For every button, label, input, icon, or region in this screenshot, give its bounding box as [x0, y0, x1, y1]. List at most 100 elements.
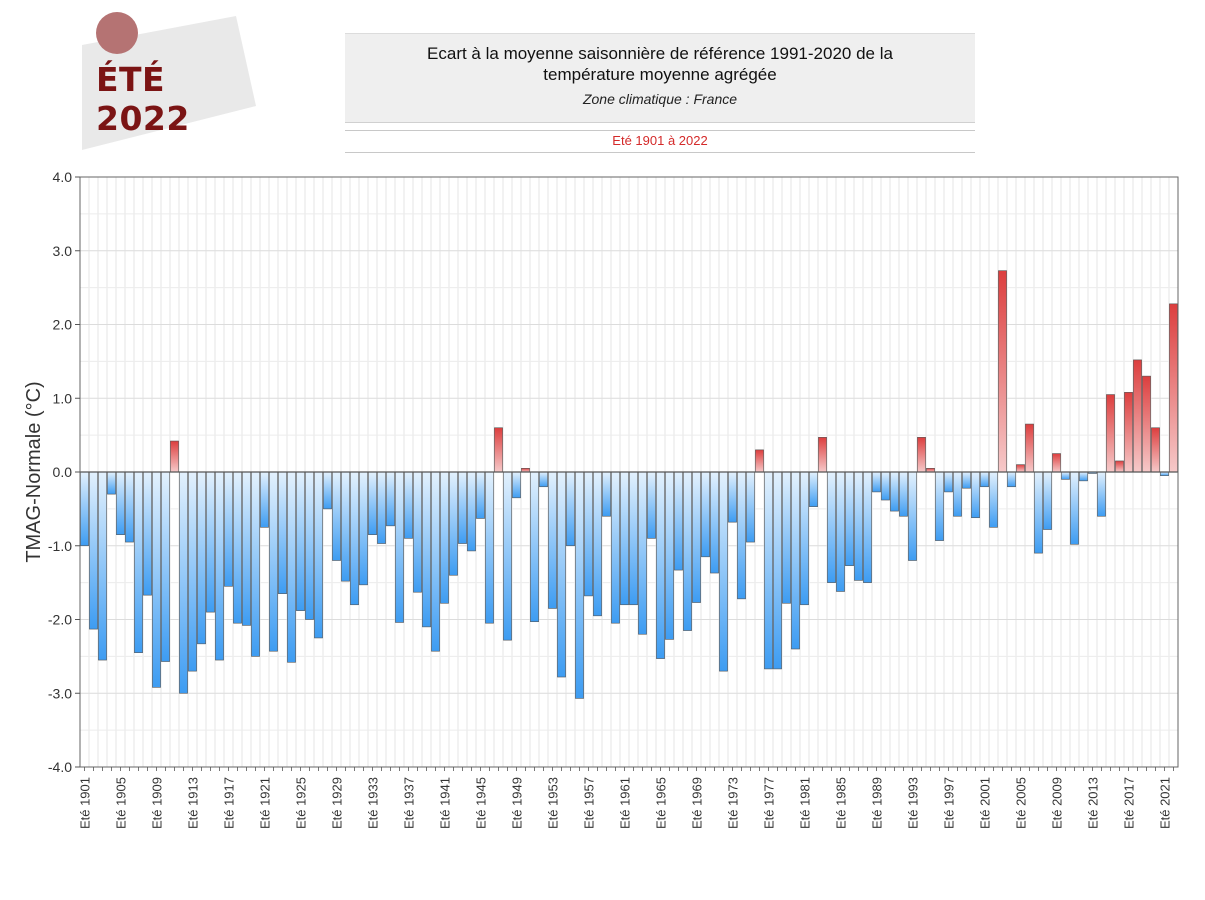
bar — [80, 471, 89, 547]
bar — [602, 471, 611, 517]
bar — [1169, 303, 1178, 473]
bar — [800, 471, 809, 606]
bar — [836, 471, 845, 592]
bar — [809, 471, 818, 507]
bar — [890, 471, 899, 512]
bar — [152, 471, 161, 688]
x-tick-label: Eté 1989 — [870, 777, 885, 829]
bar — [116, 471, 125, 535]
header-period: Eté 1901 à 2022 — [612, 133, 708, 148]
y-tick-label: -4.0 — [48, 759, 72, 775]
bar — [413, 471, 422, 593]
x-tick-label: Eté 1933 — [366, 777, 381, 829]
bar — [368, 471, 377, 535]
header-title: Ecart à la moyenne saisonnière de référe… — [427, 44, 893, 84]
x-tick-label: Eté 1949 — [510, 777, 525, 829]
bar — [989, 471, 998, 528]
bar — [899, 471, 908, 517]
bar — [1016, 464, 1025, 473]
y-tick-label: 4.0 — [53, 169, 73, 185]
y-tick-label: 0.0 — [53, 464, 73, 480]
bar — [1034, 471, 1043, 554]
bar — [359, 471, 368, 586]
bar — [512, 471, 521, 499]
bar — [566, 471, 575, 547]
y-tick-label: -2.0 — [48, 612, 72, 628]
bar — [584, 471, 593, 597]
bar — [764, 471, 773, 670]
bar — [224, 471, 233, 587]
bar — [197, 471, 206, 645]
bar — [422, 471, 431, 628]
bar — [1115, 460, 1124, 473]
bar — [1052, 453, 1061, 473]
x-tick-label: Eté 2021 — [1158, 777, 1173, 829]
bar — [845, 471, 854, 566]
y-tick-label: -3.0 — [48, 685, 72, 701]
x-tick-label: Eté 1993 — [906, 777, 921, 829]
bar — [1043, 471, 1052, 530]
bar — [170, 440, 179, 473]
season-badge: ÉTÉ 2022 — [0, 0, 270, 160]
header-divider — [345, 130, 975, 131]
bar — [908, 471, 917, 561]
x-tick-label: Eté 1901 — [78, 777, 93, 829]
x-tick-label: Eté 1921 — [258, 777, 273, 829]
x-tick-label: Eté 1977 — [762, 777, 777, 829]
bar — [1124, 392, 1133, 473]
bar — [89, 471, 98, 630]
bar — [296, 471, 305, 611]
y-tick-label: 1.0 — [53, 390, 73, 406]
header-zone: Zone climatique : France — [582, 91, 738, 107]
header-panel: Ecart à la moyenne saisonnière de référe… — [345, 33, 975, 123]
x-tick-label: Eté 1937 — [402, 777, 417, 829]
bar — [683, 471, 692, 631]
x-tick-label: Eté 1997 — [942, 777, 957, 829]
bar — [305, 471, 314, 620]
x-tick-label: Eté 2001 — [978, 777, 993, 829]
bar — [998, 270, 1007, 473]
bar — [260, 471, 269, 528]
badge-dot — [96, 12, 138, 54]
x-tick-label: Eté 1941 — [438, 777, 453, 829]
x-tick-label: Eté 1929 — [330, 777, 345, 829]
y-tick-label: 3.0 — [53, 243, 73, 259]
bar — [827, 471, 836, 583]
bar — [287, 471, 296, 663]
bar — [737, 471, 746, 600]
bar — [1151, 427, 1160, 473]
bar — [188, 471, 197, 672]
bar — [332, 471, 341, 561]
bar — [1142, 375, 1151, 473]
x-tick-label: Eté 1961 — [618, 777, 633, 829]
bar — [215, 471, 224, 661]
bar — [1061, 471, 1070, 480]
bar — [818, 437, 827, 473]
bar — [179, 471, 188, 694]
bar — [620, 471, 629, 606]
bar — [557, 471, 566, 678]
bar — [674, 471, 683, 571]
bar — [719, 471, 728, 672]
bar — [341, 471, 350, 582]
x-tick-label: Eté 2009 — [1050, 777, 1065, 829]
bar — [773, 471, 782, 670]
bar — [494, 427, 503, 473]
bar — [629, 471, 638, 606]
x-tick-label: Eté 1905 — [114, 777, 129, 829]
y-axis-label: TMAG-Normale (°C) — [23, 381, 45, 562]
bar — [755, 449, 764, 473]
bar — [242, 471, 251, 626]
bar — [944, 471, 953, 493]
bar — [530, 471, 539, 623]
bar — [206, 471, 215, 613]
bar — [1025, 423, 1034, 473]
bar — [251, 471, 260, 657]
x-tick-label: Eté 1981 — [798, 777, 813, 829]
x-tick-label: Eté 2017 — [1122, 777, 1137, 829]
bar — [854, 471, 863, 581]
bar — [431, 471, 440, 652]
bar — [593, 471, 602, 617]
bar — [395, 471, 404, 623]
x-tick-label: Eté 1917 — [222, 777, 237, 829]
